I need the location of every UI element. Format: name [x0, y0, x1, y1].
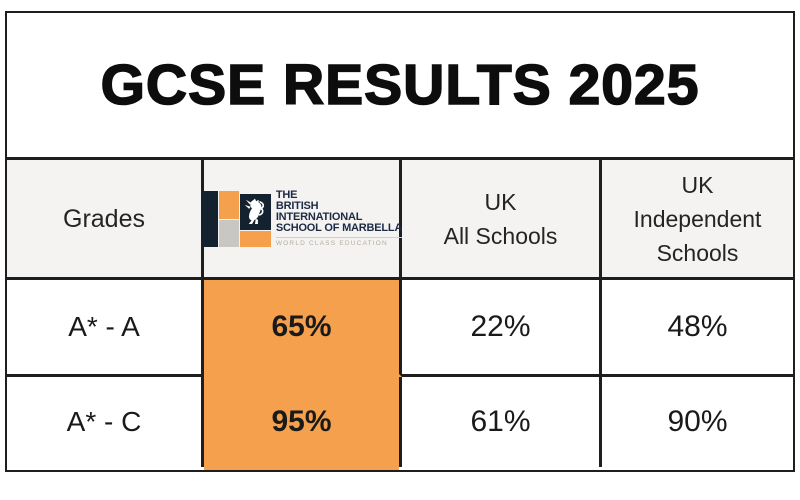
- logo-navy-square: [239, 193, 271, 230]
- logo-navy-bar: [200, 190, 218, 247]
- school-value-a-star-c: 95%: [204, 377, 402, 470]
- results-grid: Grades: [7, 160, 793, 470]
- column-header-school: THE BRITISH INTERNATIONAL SCHOOL OF MARB…: [200, 160, 403, 280]
- column-header-grades: Grades: [7, 160, 204, 280]
- logo-line-1: THE: [275, 188, 298, 201]
- logo-line-3: INTERNATIONAL: [275, 210, 363, 223]
- uk-all-line-1: UK: [484, 188, 517, 215]
- uk-all-line-2: All Schools: [443, 222, 558, 249]
- uk-ind-line-3: Schools: [656, 239, 739, 266]
- column-header-uk-all-schools: UK All Schools: [402, 160, 602, 280]
- uk-independent-value-a-star-c: 90%: [602, 377, 793, 467]
- results-table: GCSE RESULTS 2025 Grades: [5, 11, 795, 472]
- uk-ind-line-2: Independent: [633, 205, 762, 232]
- school-logo-mark: [200, 190, 271, 247]
- school-value-a-star-a: 65%: [204, 280, 402, 377]
- logo-orange-square-bottom: [239, 230, 271, 247]
- school-logo: THE BRITISH INTERNATIONAL SCHOOL OF MARB…: [200, 188, 403, 248]
- uk-ind-line-1: UK: [681, 171, 714, 198]
- logo-tagline: WORLD CLASS EDUCATION: [275, 239, 388, 247]
- logo-line-2: BRITISH: [275, 199, 319, 212]
- lion-rampant-icon: [245, 198, 265, 224]
- grade-label-a-star-a: A* - A: [7, 280, 204, 377]
- logo-orange-square-top: [218, 190, 239, 219]
- uk-all-value-a-star-a: 22%: [402, 280, 602, 377]
- logo-line-4: SCHOOL OF MARBELLA: [275, 221, 403, 234]
- page-title: GCSE RESULTS 2025: [100, 52, 700, 118]
- uk-independent-value-a-star-a: 48%: [602, 280, 793, 377]
- title-row: GCSE RESULTS 2025: [7, 13, 793, 160]
- uk-all-value-a-star-c: 61%: [402, 377, 602, 467]
- grades-header-label: Grades: [63, 204, 145, 233]
- grade-label-a-star-c: A* - C: [7, 377, 204, 467]
- logo-divider: [275, 236, 403, 238]
- column-header-uk-independent: UK Independent Schools: [602, 160, 793, 280]
- logo-gray-square: [218, 219, 239, 247]
- school-logo-text: THE BRITISH INTERNATIONAL SCHOOL OF MARB…: [275, 188, 403, 248]
